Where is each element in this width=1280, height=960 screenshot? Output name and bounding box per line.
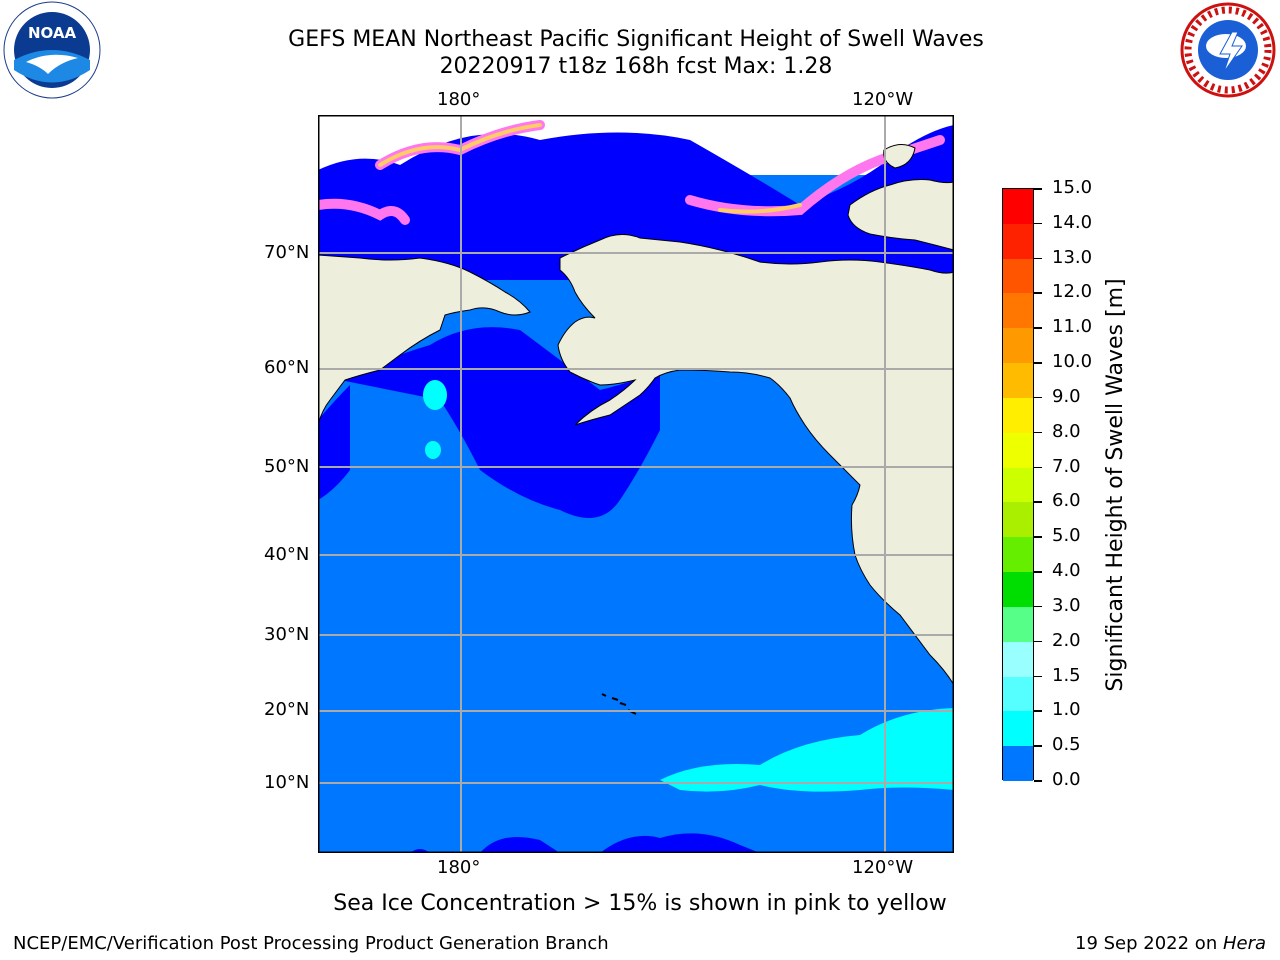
- colorbar-tick: [1034, 780, 1042, 782]
- colorbar: [1002, 188, 1034, 782]
- colorbar-segment: [1003, 467, 1033, 503]
- colorbar-tick-label: 6.0: [1052, 490, 1081, 512]
- colorbar-tick: [1034, 431, 1042, 434]
- colorbar-tick-label: 14.0: [1052, 211, 1093, 233]
- colorbar-segment: [1003, 572, 1033, 608]
- colorbar-segment: [1003, 223, 1033, 260]
- colorbar-tick: [1034, 571, 1042, 573]
- colorbar-tick: [1034, 501, 1042, 503]
- colorbar-tick: [1034, 257, 1042, 260]
- colorbar-tick: [1034, 222, 1042, 225]
- sea-ice-caption: Sea Ice Concentration > 15% is shown in …: [333, 891, 947, 916]
- colorbar-tick-label: 1.0: [1052, 699, 1081, 721]
- land-hawaii: [601, 693, 637, 715]
- land-siberia: [318, 254, 531, 426]
- noaa-logo-text: NOAA: [28, 24, 77, 42]
- colorbar-segment: [1003, 502, 1033, 538]
- colorbar-tick-label: 1.5: [1052, 664, 1081, 686]
- lon-label-bottom-120w: 120°W: [852, 857, 914, 878]
- colorbar-segment: [1003, 676, 1033, 712]
- colorbar-tick: [1034, 536, 1042, 538]
- colorbar-tick-label: 15.0: [1052, 177, 1093, 198]
- colorbar-tick: [1034, 327, 1042, 329]
- colorbar-segment: [1003, 537, 1033, 573]
- colorbar-segment: [1003, 258, 1033, 294]
- low-swell-bering: [340, 327, 660, 518]
- colorbar-tick-label: 7.0: [1052, 455, 1081, 477]
- land-arctic-islands: [847, 179, 954, 251]
- colorbar-tick: [1034, 396, 1042, 399]
- colorbar-tick: [1034, 605, 1042, 608]
- colorbar-tick: [1034, 188, 1042, 190]
- map-grid: [318, 115, 954, 853]
- colorbar-tick: [1034, 675, 1042, 678]
- colorbar-tick-label: 13.0: [1052, 246, 1093, 268]
- colorbar-segment: [1003, 746, 1033, 782]
- lat-label-60n: 60°N: [264, 357, 310, 378]
- lat-label-40n: 40°N: [264, 544, 310, 565]
- colorbar-tick-label: 11.0: [1052, 316, 1093, 338]
- colorbar-tick-label: 9.0: [1052, 385, 1081, 407]
- colorbar-tick: [1034, 745, 1042, 747]
- colorbar-segment: [1003, 641, 1033, 678]
- chart-title: GEFS MEAN Northeast Pacific Significant …: [288, 27, 984, 52]
- machine-name: Hera: [1222, 933, 1266, 954]
- colorbar-tick-label: 0.5: [1052, 734, 1081, 756]
- colorbar-tick: [1034, 640, 1042, 643]
- colorbar-segment: [1003, 293, 1033, 329]
- date-text: 19 Sep 2022 on: [1075, 933, 1223, 954]
- low-swell-east-kamchatka: [318, 385, 350, 500]
- lat-label-20n: 20°N: [264, 699, 310, 720]
- colorbar-tick-label: 0.0: [1052, 769, 1081, 790]
- lat-label-70n: 70°N: [264, 242, 310, 263]
- colorbar-tick: [1034, 710, 1042, 712]
- colorbar-tick-label: 12.0: [1052, 281, 1093, 303]
- colorbar-tick-label: 4.0: [1052, 560, 1081, 582]
- colorbar-segment: [1003, 363, 1033, 399]
- chart-subtitle: 20220917 t18z 168h fcst Max: 1.28: [439, 54, 833, 79]
- nws-logo: [1180, 2, 1276, 102]
- colorbar-tick: [1034, 362, 1042, 364]
- lon-label-top-120w: 120°W: [852, 89, 914, 110]
- colorbar-tick: [1034, 292, 1042, 294]
- credit-text: NCEP/EMC/Verification Post Processing Pr…: [13, 933, 609, 954]
- colorbar-segment: [1003, 328, 1033, 364]
- lat-label-30n: 30°N: [264, 624, 310, 645]
- colorbar-segment: [1003, 606, 1033, 643]
- swell-height-map: [318, 115, 954, 853]
- swell-cyan-small-2: [425, 441, 441, 459]
- map-frame: [318, 115, 954, 853]
- colorbar-tick-label: 3.0: [1052, 594, 1081, 616]
- lon-label-top-180: 180°: [437, 89, 481, 110]
- low-swell-south: [410, 833, 760, 853]
- colorbar-segment: [1003, 397, 1033, 434]
- colorbar-tick-label: 10.0: [1052, 351, 1093, 373]
- colorbar-segment: [1003, 432, 1033, 469]
- lon-label-bottom-180: 180°: [437, 857, 481, 878]
- colorbar-tick-label: 2.0: [1052, 629, 1081, 651]
- colorbar-segment: [1003, 189, 1033, 225]
- noaa-logo: NOAA: [0, 0, 104, 108]
- swell-cyan-small-1: [423, 380, 447, 410]
- land-north-america: [557, 234, 954, 686]
- colorbar-tick-label: 5.0: [1052, 525, 1081, 547]
- swell-cyan-patch: [660, 708, 954, 792]
- lat-label-10n: 10°N: [264, 772, 310, 793]
- date-stamp: 19 Sep 2022 on Hera: [1075, 933, 1266, 954]
- colorbar-tick-label: 8.0: [1052, 420, 1081, 442]
- colorbar-segment: [1003, 711, 1033, 747]
- low-swell-arctic: [318, 125, 954, 280]
- colorbar-tick: [1034, 466, 1042, 469]
- colorbar-title: Significant Height of Swell Waves [m]: [1103, 278, 1128, 692]
- lat-label-50n: 50°N: [264, 456, 310, 477]
